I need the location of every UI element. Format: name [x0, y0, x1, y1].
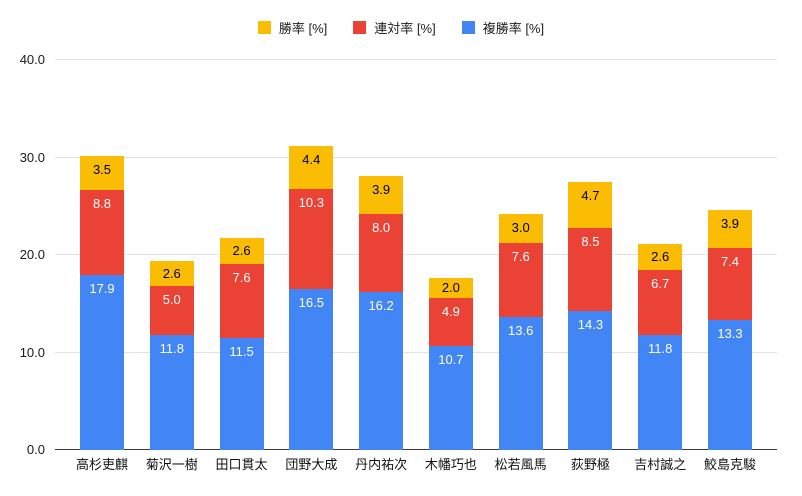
bar-segment[interactable]: 4.9 — [428, 297, 473, 346]
bar-segment[interactable]: 6.7 — [638, 269, 683, 335]
x-category-label: 松若風馬 — [494, 457, 547, 472]
bar-value-label: 5.0 — [162, 292, 181, 308]
y-tick-label: 40.0 — [19, 52, 45, 67]
bar-segment[interactable]: 2.6 — [638, 244, 683, 270]
bar-segment[interactable]: 5.0 — [149, 286, 194, 335]
bar-segment[interactable]: 16.2 — [359, 292, 404, 450]
bar-segment[interactable]: 10.7 — [428, 345, 473, 450]
bar-value-label: 16.5 — [298, 295, 324, 311]
bar-segment[interactable]: 13.3 — [708, 320, 752, 450]
bar-value-label: 13.3 — [717, 326, 743, 342]
bar-value-label: 16.2 — [368, 298, 394, 314]
bar-value-label: 4.7 — [581, 187, 600, 203]
bar-value-label: 4.9 — [441, 303, 460, 319]
chart-legend: 勝率 [%] 連対率 [%] 複勝率 [%] — [0, 18, 802, 37]
bar-value-label: 13.6 — [508, 323, 534, 339]
bar-segment[interactable]: 17.9 — [80, 275, 124, 450]
bar-segment[interactable]: 4.7 — [568, 181, 613, 228]
bar-segment[interactable]: 11.8 — [638, 334, 683, 450]
bar-value-label: 7.6 — [232, 269, 251, 285]
legend-label: 勝率 [%] — [278, 21, 328, 36]
x-category-label: 丹内祐次 — [355, 457, 408, 472]
bar-segment[interactable]: 2.6 — [149, 260, 194, 287]
bar-value-label: 7.6 — [511, 249, 530, 265]
legend-label: 連対率 [%] — [374, 21, 436, 36]
bar-segment[interactable]: 2.6 — [219, 238, 264, 264]
bar-segment[interactable]: 4.4 — [289, 145, 334, 189]
bar-value-label: 2.6 — [232, 243, 251, 259]
bar-segment[interactable]: 7.4 — [708, 248, 752, 321]
x-category-label: 吉村誠之 — [634, 457, 687, 472]
bar-value-label: 7.4 — [720, 254, 740, 270]
bar-value-label: 11.8 — [159, 340, 184, 356]
legend-swatch-icon — [257, 21, 271, 34]
x-category-label: 菊沢一樹 — [145, 457, 198, 472]
bar-segment[interactable]: 3.0 — [498, 214, 543, 244]
bar-segment[interactable]: 8.0 — [359, 214, 404, 293]
legend-swatch-icon — [353, 21, 367, 34]
bar-segment[interactable]: 3.9 — [359, 176, 404, 215]
bar-value-label: 4.4 — [302, 151, 321, 167]
x-category-label: 木幡巧也 — [424, 457, 477, 472]
bar-value-label: 8.5 — [581, 233, 600, 249]
legend-item-1[interactable]: 連対率 [%] — [353, 18, 436, 37]
x-category-label: 高杉吏麒 — [75, 457, 128, 472]
y-tick-label: 10.0 — [19, 344, 45, 360]
bar-segment[interactable]: 8.8 — [80, 189, 124, 276]
plot-area: 17.9 8.8 3.5 11.8 5.0 2.6 11.5 7.6 2.6 16.5 10.3 4.… — [55, 59, 777, 450]
bar-value-label: 3.5 — [92, 161, 112, 177]
bar-value-label: 2.6 — [162, 265, 181, 281]
bar-segment[interactable]: 10.3 — [289, 188, 334, 290]
x-category-label: 田口貫太 — [215, 457, 268, 472]
bar-value-label: 14.3 — [577, 316, 604, 332]
bar-segment[interactable]: 7.6 — [498, 243, 543, 318]
bar-value-label: 11.5 — [229, 343, 254, 359]
x-category-label: 鮫島克駿 — [703, 457, 756, 472]
legend-swatch-icon — [461, 21, 475, 34]
bar-segment[interactable]: 11.5 — [219, 337, 264, 450]
bar-value-label: 3.9 — [720, 216, 740, 232]
bar-segment[interactable]: 14.3 — [568, 310, 613, 450]
bar-value-label: 3.9 — [372, 182, 391, 198]
bar-segment[interactable]: 2.0 — [428, 278, 473, 298]
y-tick-label: 20.0 — [19, 247, 45, 262]
bar-segment[interactable]: 13.6 — [498, 317, 543, 450]
bar-value-label: 10.7 — [438, 351, 464, 367]
bar-value-label: 2.0 — [441, 280, 460, 296]
legend-item-0[interactable]: 勝率 [%] — [257, 18, 328, 37]
bar-value-label: 17.9 — [89, 281, 115, 297]
bar-segment[interactable]: 3.5 — [80, 155, 124, 190]
gridline — [55, 254, 777, 255]
bar-value-label: 6.7 — [651, 275, 670, 291]
legend-item-2[interactable]: 複勝率 [%] — [461, 18, 545, 37]
bar-segment[interactable]: 11.8 — [149, 334, 194, 450]
bar-segment[interactable]: 16.5 — [289, 289, 334, 450]
bar-segment[interactable]: 8.5 — [568, 227, 613, 311]
bar-value-label: 3.0 — [511, 220, 530, 236]
x-category-label: 荻野極 — [570, 457, 610, 472]
x-axis-baseline — [55, 449, 777, 450]
x-category-label: 団野大成 — [285, 457, 338, 472]
bar-value-label: 2.6 — [651, 248, 670, 264]
y-tick-label: 0.0 — [26, 442, 45, 457]
bar-value-label: 11.8 — [648, 340, 673, 356]
bar-value-label: 8.8 — [92, 195, 112, 211]
gridline — [55, 351, 777, 353]
y-tick-label: 30.0 — [19, 149, 45, 165]
bar-value-label: 8.0 — [372, 220, 391, 236]
bar-segment[interactable]: 3.9 — [708, 210, 752, 249]
bar-value-label: 10.3 — [298, 194, 324, 210]
gridline — [55, 156, 777, 158]
bar-segment[interactable]: 7.6 — [219, 263, 264, 338]
legend-label: 複勝率 [%] — [482, 21, 545, 36]
gridline — [55, 59, 777, 60]
